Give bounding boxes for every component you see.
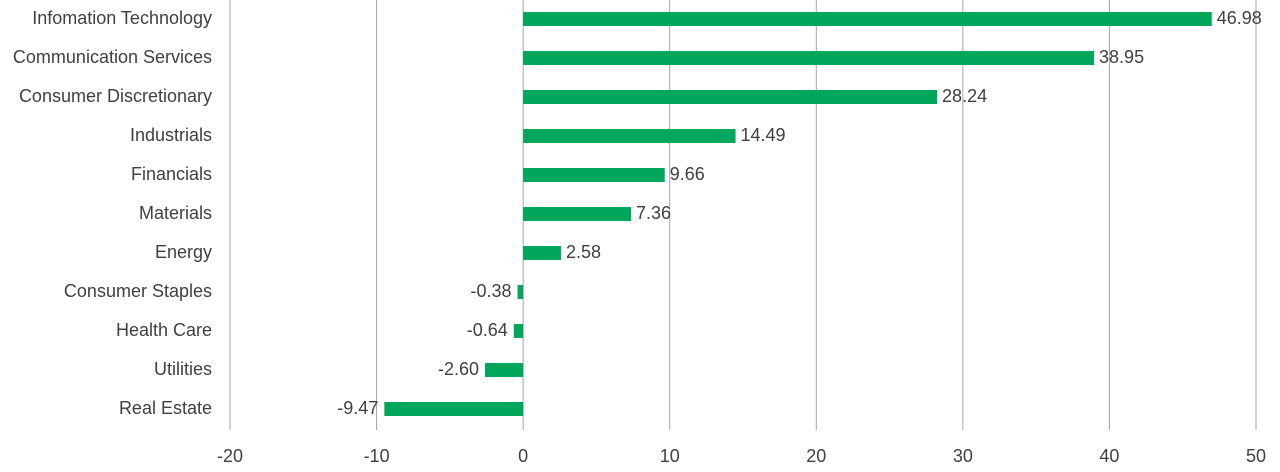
category-labels: Infomation Technology Communication Servi… — [13, 8, 212, 418]
value-label: -0.38 — [471, 281, 512, 301]
value-label: -0.64 — [467, 320, 508, 340]
category-label: Utilities — [154, 359, 212, 379]
x-tick-label: -20 — [217, 446, 243, 466]
bar — [523, 129, 736, 143]
value-label: 46.98 — [1217, 8, 1262, 28]
value-label: -9.47 — [337, 398, 378, 418]
value-label: 38.95 — [1099, 47, 1144, 67]
bar — [517, 285, 524, 299]
category-label: Consumer Staples — [64, 281, 212, 301]
value-label: 14.49 — [741, 125, 786, 145]
category-label: Consumer Discretionary — [19, 86, 212, 106]
bars — [384, 12, 1212, 416]
category-label: Materials — [139, 203, 212, 223]
value-label: 9.66 — [670, 164, 705, 184]
bar — [523, 207, 632, 221]
category-label: Infomation Technology — [32, 8, 212, 28]
bar — [513, 324, 524, 338]
x-tick-label: 50 — [1246, 446, 1266, 466]
category-label: Energy — [155, 242, 212, 262]
value-label: -2.60 — [438, 359, 479, 379]
category-label: Communication Services — [13, 47, 212, 67]
value-label: 2.58 — [566, 242, 601, 262]
bar — [523, 168, 665, 182]
category-label: Real Estate — [119, 398, 212, 418]
value-label: 7.36 — [636, 203, 671, 223]
category-label: Financials — [131, 164, 212, 184]
bar — [384, 402, 524, 416]
x-tick-label: 20 — [806, 446, 826, 466]
category-label: Industrials — [130, 125, 212, 145]
bar — [485, 363, 524, 377]
bar — [523, 12, 1212, 26]
value-label: 28.24 — [942, 86, 987, 106]
value-labels: 46.98 38.95 28.24 14.49 9.66 7.36 2.58 -0.38 -0.… — [337, 8, 1261, 418]
category-label: Health Care — [116, 320, 212, 340]
bar — [523, 246, 561, 260]
x-tick-label: 0 — [518, 446, 528, 466]
x-axis-tick-labels: -20 -10 0 10 20 30 40 50 — [217, 446, 1266, 466]
x-tick-label: 10 — [660, 446, 680, 466]
bar — [523, 51, 1095, 65]
x-tick-label: -10 — [364, 446, 390, 466]
bar — [523, 90, 938, 104]
x-tick-label: 30 — [953, 446, 973, 466]
x-tick-label: 40 — [1099, 446, 1119, 466]
